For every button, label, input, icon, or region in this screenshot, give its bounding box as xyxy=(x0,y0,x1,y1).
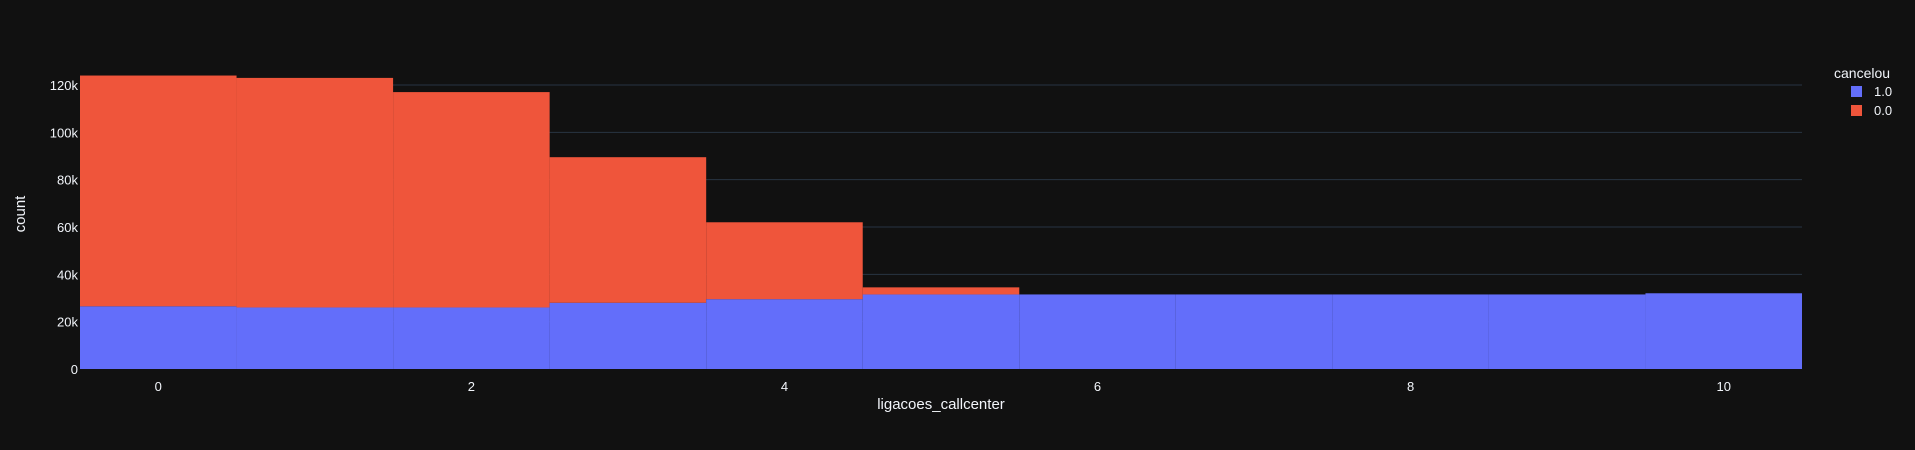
x-tick-label: 10 xyxy=(1716,379,1730,394)
bar-1.0-2 xyxy=(393,307,550,369)
bar-0.0-4 xyxy=(706,222,863,300)
bar-0.0-1 xyxy=(236,77,394,308)
bar-1.0-7 xyxy=(1175,294,1333,369)
bar-0.0-2 xyxy=(393,92,550,308)
legend-swatch-0.0 xyxy=(1851,105,1862,116)
y-tick-label: 40k xyxy=(57,267,78,282)
bar-1.0-1 xyxy=(236,307,394,369)
bar-1.0-8 xyxy=(1332,294,1489,369)
x-axis-title: ligacoes_callcenter xyxy=(877,396,1005,413)
legend: cancelou 1.0 0.0 xyxy=(1834,65,1892,118)
legend-label-1.0: 1.0 xyxy=(1874,84,1892,99)
bar-0.0-3 xyxy=(549,157,707,303)
x-tick-label: 0 xyxy=(155,379,162,394)
bar-0.0-5 xyxy=(862,287,1020,295)
bar-1.0-3 xyxy=(549,302,707,369)
x-tick-label: 6 xyxy=(1094,379,1101,394)
bar-1.0-5 xyxy=(862,294,1020,369)
y-axis-ticks: 0 20k 40k 60k 80k 100k 120k xyxy=(50,78,79,377)
y-tick-label: 120k xyxy=(50,78,79,93)
bar-1.0-6 xyxy=(1019,294,1176,369)
x-tick-label: 8 xyxy=(1407,379,1414,394)
bar-0.0-0 xyxy=(80,75,237,307)
x-axis-ticks: 0 2 4 6 8 10 xyxy=(155,379,1731,394)
y-tick-label: 20k xyxy=(57,315,78,330)
y-tick-label: 60k xyxy=(57,220,78,235)
x-tick-label: 4 xyxy=(781,379,788,394)
legend-label-0.0: 0.0 xyxy=(1874,103,1892,118)
legend-title: cancelou xyxy=(1834,65,1890,81)
bars xyxy=(80,75,1802,369)
bar-1.0-4 xyxy=(706,299,863,369)
y-tick-label: 100k xyxy=(50,125,79,140)
y-tick-label: 0 xyxy=(71,362,78,377)
y-tick-label: 80k xyxy=(57,173,78,188)
x-tick-label: 2 xyxy=(468,379,475,394)
y-axis-title: count xyxy=(12,195,29,233)
bar-1.0-10 xyxy=(1645,293,1802,369)
legend-swatch-1.0 xyxy=(1851,86,1862,97)
bar-1.0-0 xyxy=(80,306,237,369)
bar-1.0-9 xyxy=(1488,294,1646,369)
